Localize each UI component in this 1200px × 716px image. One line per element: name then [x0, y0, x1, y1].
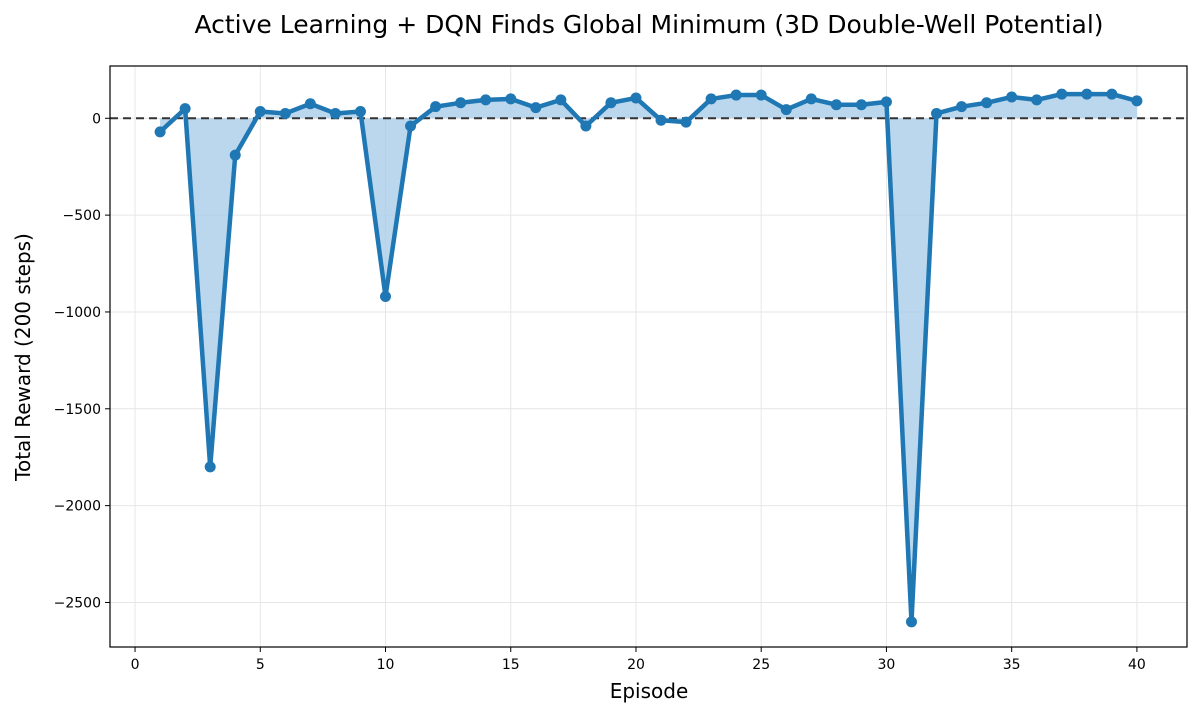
x-tick-label: 5	[256, 657, 265, 673]
data-point	[956, 101, 968, 113]
x-tick-label: 40	[1128, 657, 1146, 673]
data-point	[380, 290, 392, 302]
series-points	[154, 88, 1143, 628]
y-tick-label: −2500	[54, 595, 101, 611]
y-tick-label: −1500	[54, 402, 101, 418]
data-point	[354, 106, 366, 118]
data-point	[931, 107, 943, 119]
data-point	[1131, 95, 1143, 107]
data-point	[154, 126, 166, 138]
x-tick-label: 25	[752, 657, 770, 673]
y-tick-label: 0	[92, 111, 101, 127]
data-point	[580, 120, 592, 132]
data-point	[329, 107, 341, 119]
x-tick-label: 0	[131, 657, 140, 673]
data-point	[480, 94, 492, 106]
data-point	[530, 102, 542, 114]
data-point	[229, 149, 241, 161]
series-line	[158, 91, 1138, 625]
data-point	[555, 94, 567, 106]
y-tick-label: −500	[63, 208, 101, 224]
data-point	[1106, 88, 1118, 100]
data-point	[805, 93, 817, 105]
data-point	[780, 104, 792, 116]
fill-area	[160, 94, 1137, 622]
x-tick-label: 10	[377, 657, 395, 673]
data-point	[204, 461, 216, 473]
data-point	[705, 93, 717, 105]
y-tick-label: −1000	[54, 305, 101, 321]
data-point	[430, 101, 442, 113]
data-point	[680, 116, 692, 128]
x-tick-label: 15	[502, 657, 520, 673]
data-point	[855, 99, 867, 111]
data-point	[254, 106, 266, 118]
data-point	[755, 89, 767, 101]
data-point	[655, 114, 667, 126]
chart-title: Active Learning + DQN Finds Global Minim…	[194, 10, 1103, 39]
data-point	[505, 93, 517, 105]
data-point	[405, 120, 417, 132]
x-tick-label: 35	[1003, 657, 1021, 673]
x-tick-label: 20	[627, 657, 645, 673]
data-point	[605, 97, 617, 109]
data-point	[630, 92, 642, 104]
data-point	[279, 107, 291, 119]
y-axis: 0 −500 −1000 −1500 −2000 −2500	[54, 111, 110, 611]
grid	[110, 66, 1187, 647]
x-axis-label: Episode	[610, 679, 689, 703]
plot-frame	[109, 65, 1188, 648]
area-fill	[160, 94, 1137, 622]
data-point	[1006, 91, 1018, 103]
y-tick-label: −2000	[54, 499, 101, 515]
data-point	[1081, 88, 1093, 100]
data-point	[179, 103, 191, 115]
x-tick-label: 30	[878, 657, 896, 673]
data-point	[981, 97, 993, 109]
data-point	[880, 96, 892, 108]
data-point	[304, 98, 316, 110]
data-point	[1031, 94, 1043, 106]
data-point	[730, 89, 742, 101]
data-point	[830, 99, 842, 111]
reward-line	[158, 91, 1138, 625]
data-point	[1056, 88, 1068, 100]
data-point	[455, 97, 467, 109]
y-axis-label: Total Reward (200 steps)	[11, 233, 35, 482]
data-point	[905, 616, 917, 628]
x-axis: 0 5 10 15 20 25 30 35 40	[131, 647, 1146, 673]
